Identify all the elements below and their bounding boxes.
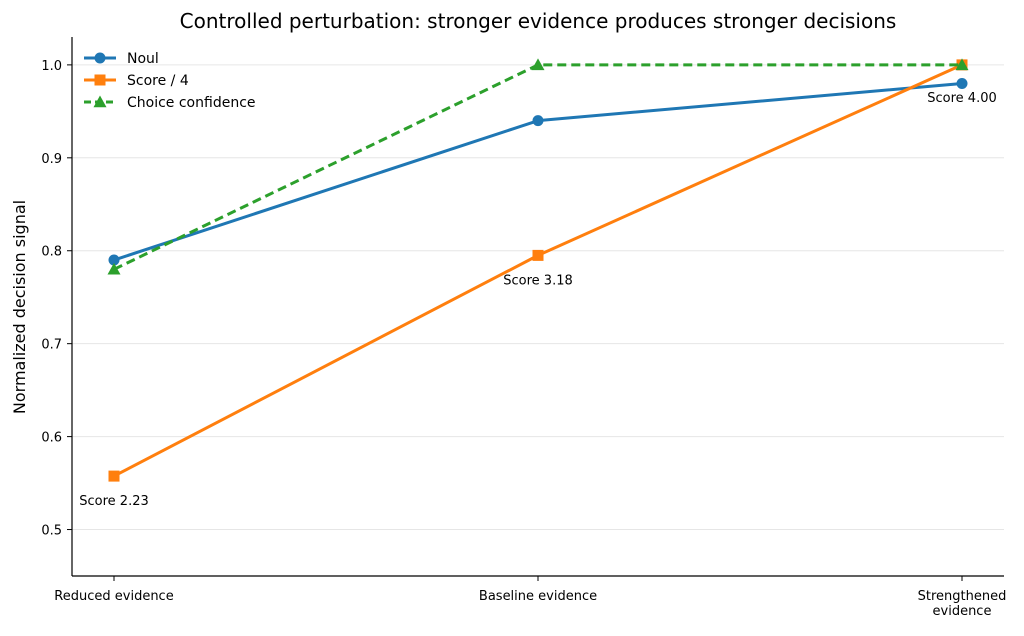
series-point — [108, 470, 120, 482]
legend-item: Score / 4 — [84, 73, 189, 89]
series-point — [531, 58, 545, 71]
series-line — [113, 63, 963, 478]
legend: Noul Score / 4 Choice confidence — [84, 51, 256, 111]
data-annotation: Score 2.23 — [79, 494, 149, 509]
legend-label: Choice confidence — [127, 95, 256, 111]
legend-label: Noul — [127, 51, 159, 67]
y-tick-label: 0.9 — [41, 152, 62, 167]
x-tick-label: Strengthened evidence — [918, 589, 1007, 619]
series-point — [94, 52, 106, 64]
y-tick-label: 1.0 — [41, 59, 62, 74]
data-annotation: Score 4.00 — [927, 91, 997, 106]
y-axis-label: Normalized decision signal — [10, 200, 29, 414]
y-tick-label: 0.5 — [41, 524, 62, 539]
grid — [72, 64, 1004, 531]
x-tick-label: Baseline evidence — [479, 589, 597, 604]
y-ticks: 0.5 0.6 0.7 0.8 0.9 1.0 — [41, 59, 72, 539]
series-point — [94, 74, 106, 86]
series-point — [107, 262, 121, 275]
series-point — [955, 58, 969, 71]
annotations: Score 2.23 Score 3.18 Score 4.00 — [79, 91, 997, 509]
series-group — [107, 58, 969, 275]
series-layer — [107, 58, 969, 482]
series-point — [93, 95, 107, 108]
chart-title: Controlled perturbation: stronger eviden… — [180, 9, 897, 33]
y-tick-label: 0.7 — [41, 338, 62, 353]
data-annotation: Score 3.18 — [503, 273, 573, 288]
series-point — [532, 249, 544, 261]
series-point — [532, 115, 544, 127]
series-group — [108, 77, 968, 266]
legend-label: Score / 4 — [127, 73, 189, 89]
x-tick-label: Reduced evidence — [54, 589, 173, 604]
series-point — [108, 254, 120, 266]
legend-item: Noul — [84, 51, 159, 67]
legend-item: Choice confidence — [84, 95, 256, 111]
y-tick-label: 0.8 — [41, 245, 62, 260]
series-point — [956, 77, 968, 89]
y-tick-label: 0.6 — [41, 431, 62, 446]
x-ticks: Reduced evidence Baseline evidence Strengt… — [54, 576, 1006, 619]
